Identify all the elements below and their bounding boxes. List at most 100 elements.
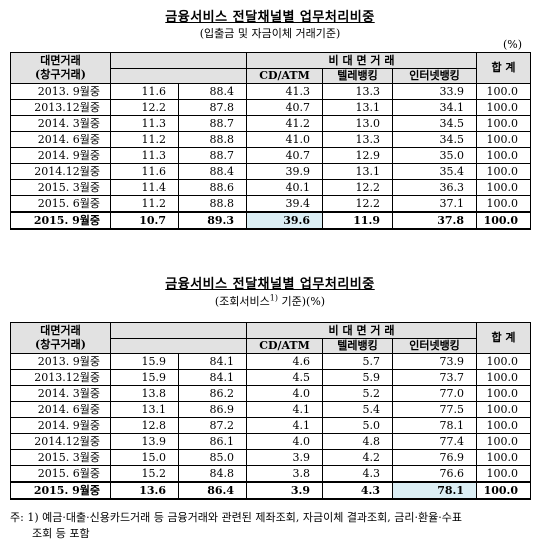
table-row: 2014. 6월중 11.2 88.8 41.0 13.3 34.5 100.0 [10, 131, 532, 148]
cell-label: 2015. 3월중 [10, 449, 111, 466]
cell-label: 2013. 9월중 [10, 353, 111, 370]
cell-cd: 4.0 [246, 385, 323, 402]
cell-total: 100.0 [476, 163, 532, 180]
cell-nonface: 87.8 [178, 99, 247, 116]
cell-label: 2014. 6월중 [10, 401, 111, 418]
table-row: 2013. 9월중 11.6 88.4 41.3 13.3 33.9 100.0 [10, 83, 532, 100]
table1: 대면거래 (창구거래) 비 대 면 거 래 합 계 CD/ATM 텔레뱅킹 인터… [10, 52, 532, 230]
table-row: 2013.12월중 15.9 84.1 4.5 5.9 73.7 100.0 [10, 369, 532, 386]
cell-nonface: 88.6 [178, 179, 247, 196]
cell-face: 11.2 [110, 131, 179, 148]
cell-internet: 73.7 [391, 369, 478, 386]
table1-title: 금융서비스 전달채널별 업무처리비중 [165, 10, 375, 25]
cell-label: 2015. 3월중 [10, 179, 111, 196]
cell-face: 13.6 [110, 481, 179, 500]
cell-total: 100.0 [476, 385, 532, 402]
cell-tele: 12.9 [322, 147, 393, 164]
cell-cd: 40.7 [246, 147, 323, 164]
table1-subtitle: (입출금 및 자금이체 거래기준) [199, 27, 341, 40]
cell-tele: 5.2 [322, 385, 393, 402]
cell-internet: 76.6 [391, 465, 478, 483]
cell-total: 100.0 [476, 449, 532, 466]
blank-header [110, 338, 247, 354]
cell-face: 11.2 [110, 195, 179, 213]
cell-nonface: 88.4 [178, 163, 247, 180]
table-row: 2015. 3월중 15.0 85.0 3.9 4.2 76.9 100.0 [10, 449, 532, 466]
cell-total: 100.0 [476, 195, 532, 213]
cell-total: 100.0 [476, 433, 532, 450]
cell-tele: 4.2 [322, 449, 393, 466]
table2-subtitle: (조회서비스1) 기준)(%) [214, 293, 326, 308]
cell-total: 100.0 [476, 147, 532, 164]
cell-cd: 4.5 [246, 369, 323, 386]
cell-total: 100.0 [476, 369, 532, 386]
table-row: 2014. 3월중 11.3 88.7 41.2 13.0 34.5 100.0 [10, 115, 532, 132]
cell-cd: 4.0 [246, 433, 323, 450]
cell-internet: 37.8 [391, 211, 478, 230]
cell-label: 2013. 9월중 [10, 83, 111, 100]
cell-tele: 12.2 [322, 179, 393, 196]
cell-label: 2014. 9월중 [10, 147, 111, 164]
cell-label: 2015. 9월중 [10, 211, 111, 230]
cell-cd: 4.1 [246, 401, 323, 418]
cell-label: 2015. 6월중 [10, 465, 111, 483]
cell-internet: 77.0 [391, 385, 478, 402]
cell-internet: 37.1 [391, 195, 478, 213]
table-row: 2013. 9월중 15.9 84.1 4.6 5.7 73.9 100.0 [10, 353, 532, 370]
cell-internet: 34.5 [391, 115, 478, 132]
cell-total: 100.0 [476, 131, 532, 148]
cell-internet: 36.3 [391, 179, 478, 196]
cell-face: 15.9 [110, 369, 179, 386]
cell-cd: 4.1 [246, 417, 323, 434]
cell-tele: 13.1 [322, 163, 393, 180]
telebanking-header: 텔레뱅킹 [322, 68, 393, 84]
cell-cd: 41.0 [246, 131, 323, 148]
cell-cd: 3.9 [246, 449, 323, 466]
nonface-header: 비 대 면 거 래 [245, 322, 478, 339]
cell-internet: 73.9 [391, 353, 478, 370]
table-row: 2014. 9월중 11.3 88.7 40.7 12.9 35.0 100.0 [10, 147, 532, 164]
cell-tele: 5.4 [322, 401, 393, 418]
telebanking-header: 텔레뱅킹 [322, 338, 393, 354]
cell-internet: 76.9 [391, 449, 478, 466]
cell-face: 15.0 [110, 449, 179, 466]
table2: 대면거래 (창구거래) 비 대 면 거 래 합 계 CD/ATM 텔레뱅킹 인터… [10, 322, 532, 500]
cell-label: 2014. 6월중 [10, 131, 111, 148]
cell-face: 13.1 [110, 401, 179, 418]
table-row: 2015. 6월중 11.2 88.8 39.4 12.2 37.1 100.0 [10, 195, 532, 213]
face-header: 대면거래 (창구거래) [10, 322, 111, 354]
cell-tele: 5.0 [322, 417, 393, 434]
cell-total: 100.0 [476, 99, 532, 116]
cell-nonface: 88.8 [178, 131, 247, 148]
total-header: 합 계 [476, 52, 532, 84]
cell-label: 2014. 9월중 [10, 417, 111, 434]
cell-nonface: 89.3 [178, 211, 247, 230]
cell-face: 15.9 [110, 353, 179, 370]
cell-nonface: 84.1 [178, 369, 247, 386]
cell-cd: 40.1 [246, 179, 323, 196]
cell-nonface: 87.2 [178, 417, 247, 434]
cell-cd: 3.9 [246, 481, 323, 500]
cd-atm-header: CD/ATM [246, 68, 323, 84]
cell-nonface: 88.7 [178, 115, 247, 132]
cell-total: 100.0 [476, 115, 532, 132]
cell-face: 13.9 [110, 433, 179, 450]
cell-face: 11.3 [110, 115, 179, 132]
table-row: 2014. 9월중 12.8 87.2 4.1 5.0 78.1 100.0 [10, 417, 532, 434]
cell-internet: 34.1 [391, 99, 478, 116]
table1-unit: (%) [502, 38, 522, 51]
cell-cd: 41.3 [246, 83, 323, 100]
cell-total: 100.0 [476, 353, 532, 370]
cell-nonface: 84.8 [178, 465, 247, 483]
cd-atm-header: CD/ATM [246, 338, 323, 354]
cell-label: 2013.12월중 [10, 369, 111, 386]
cell-face: 12.2 [110, 99, 179, 116]
face-header: 대면거래 (창구거래) [10, 52, 111, 84]
cell-cd: 39.6 [246, 211, 323, 230]
cell-tele: 13.3 [322, 131, 393, 148]
cell-nonface: 86.4 [178, 481, 247, 500]
cell-total: 100.0 [476, 401, 532, 418]
face-header-spacer [110, 322, 247, 339]
cell-face: 15.2 [110, 465, 179, 483]
cell-internet: 35.4 [391, 163, 478, 180]
